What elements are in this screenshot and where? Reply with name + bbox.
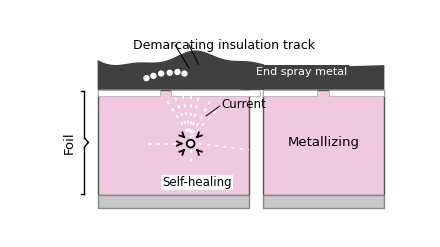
Bar xyxy=(98,90,249,195)
Circle shape xyxy=(187,140,194,147)
Text: Demarcating insulation track: Demarcating insulation track xyxy=(133,39,315,52)
Bar xyxy=(263,90,317,96)
Circle shape xyxy=(182,71,187,76)
Text: Current: Current xyxy=(222,98,266,111)
Bar xyxy=(329,90,385,96)
Circle shape xyxy=(151,73,156,78)
Bar xyxy=(171,90,260,96)
Polygon shape xyxy=(241,65,385,90)
Bar xyxy=(98,195,249,208)
Circle shape xyxy=(167,70,172,75)
Bar xyxy=(263,90,385,195)
Polygon shape xyxy=(98,50,264,90)
Text: End spray metal: End spray metal xyxy=(256,67,347,77)
Circle shape xyxy=(159,71,164,76)
Text: Self-healing: Self-healing xyxy=(162,176,231,189)
Text: Metallizing: Metallizing xyxy=(287,136,359,149)
Bar xyxy=(98,90,160,96)
Text: Foil: Foil xyxy=(62,131,75,154)
Circle shape xyxy=(144,76,149,81)
Bar xyxy=(263,195,385,208)
Circle shape xyxy=(175,69,180,74)
